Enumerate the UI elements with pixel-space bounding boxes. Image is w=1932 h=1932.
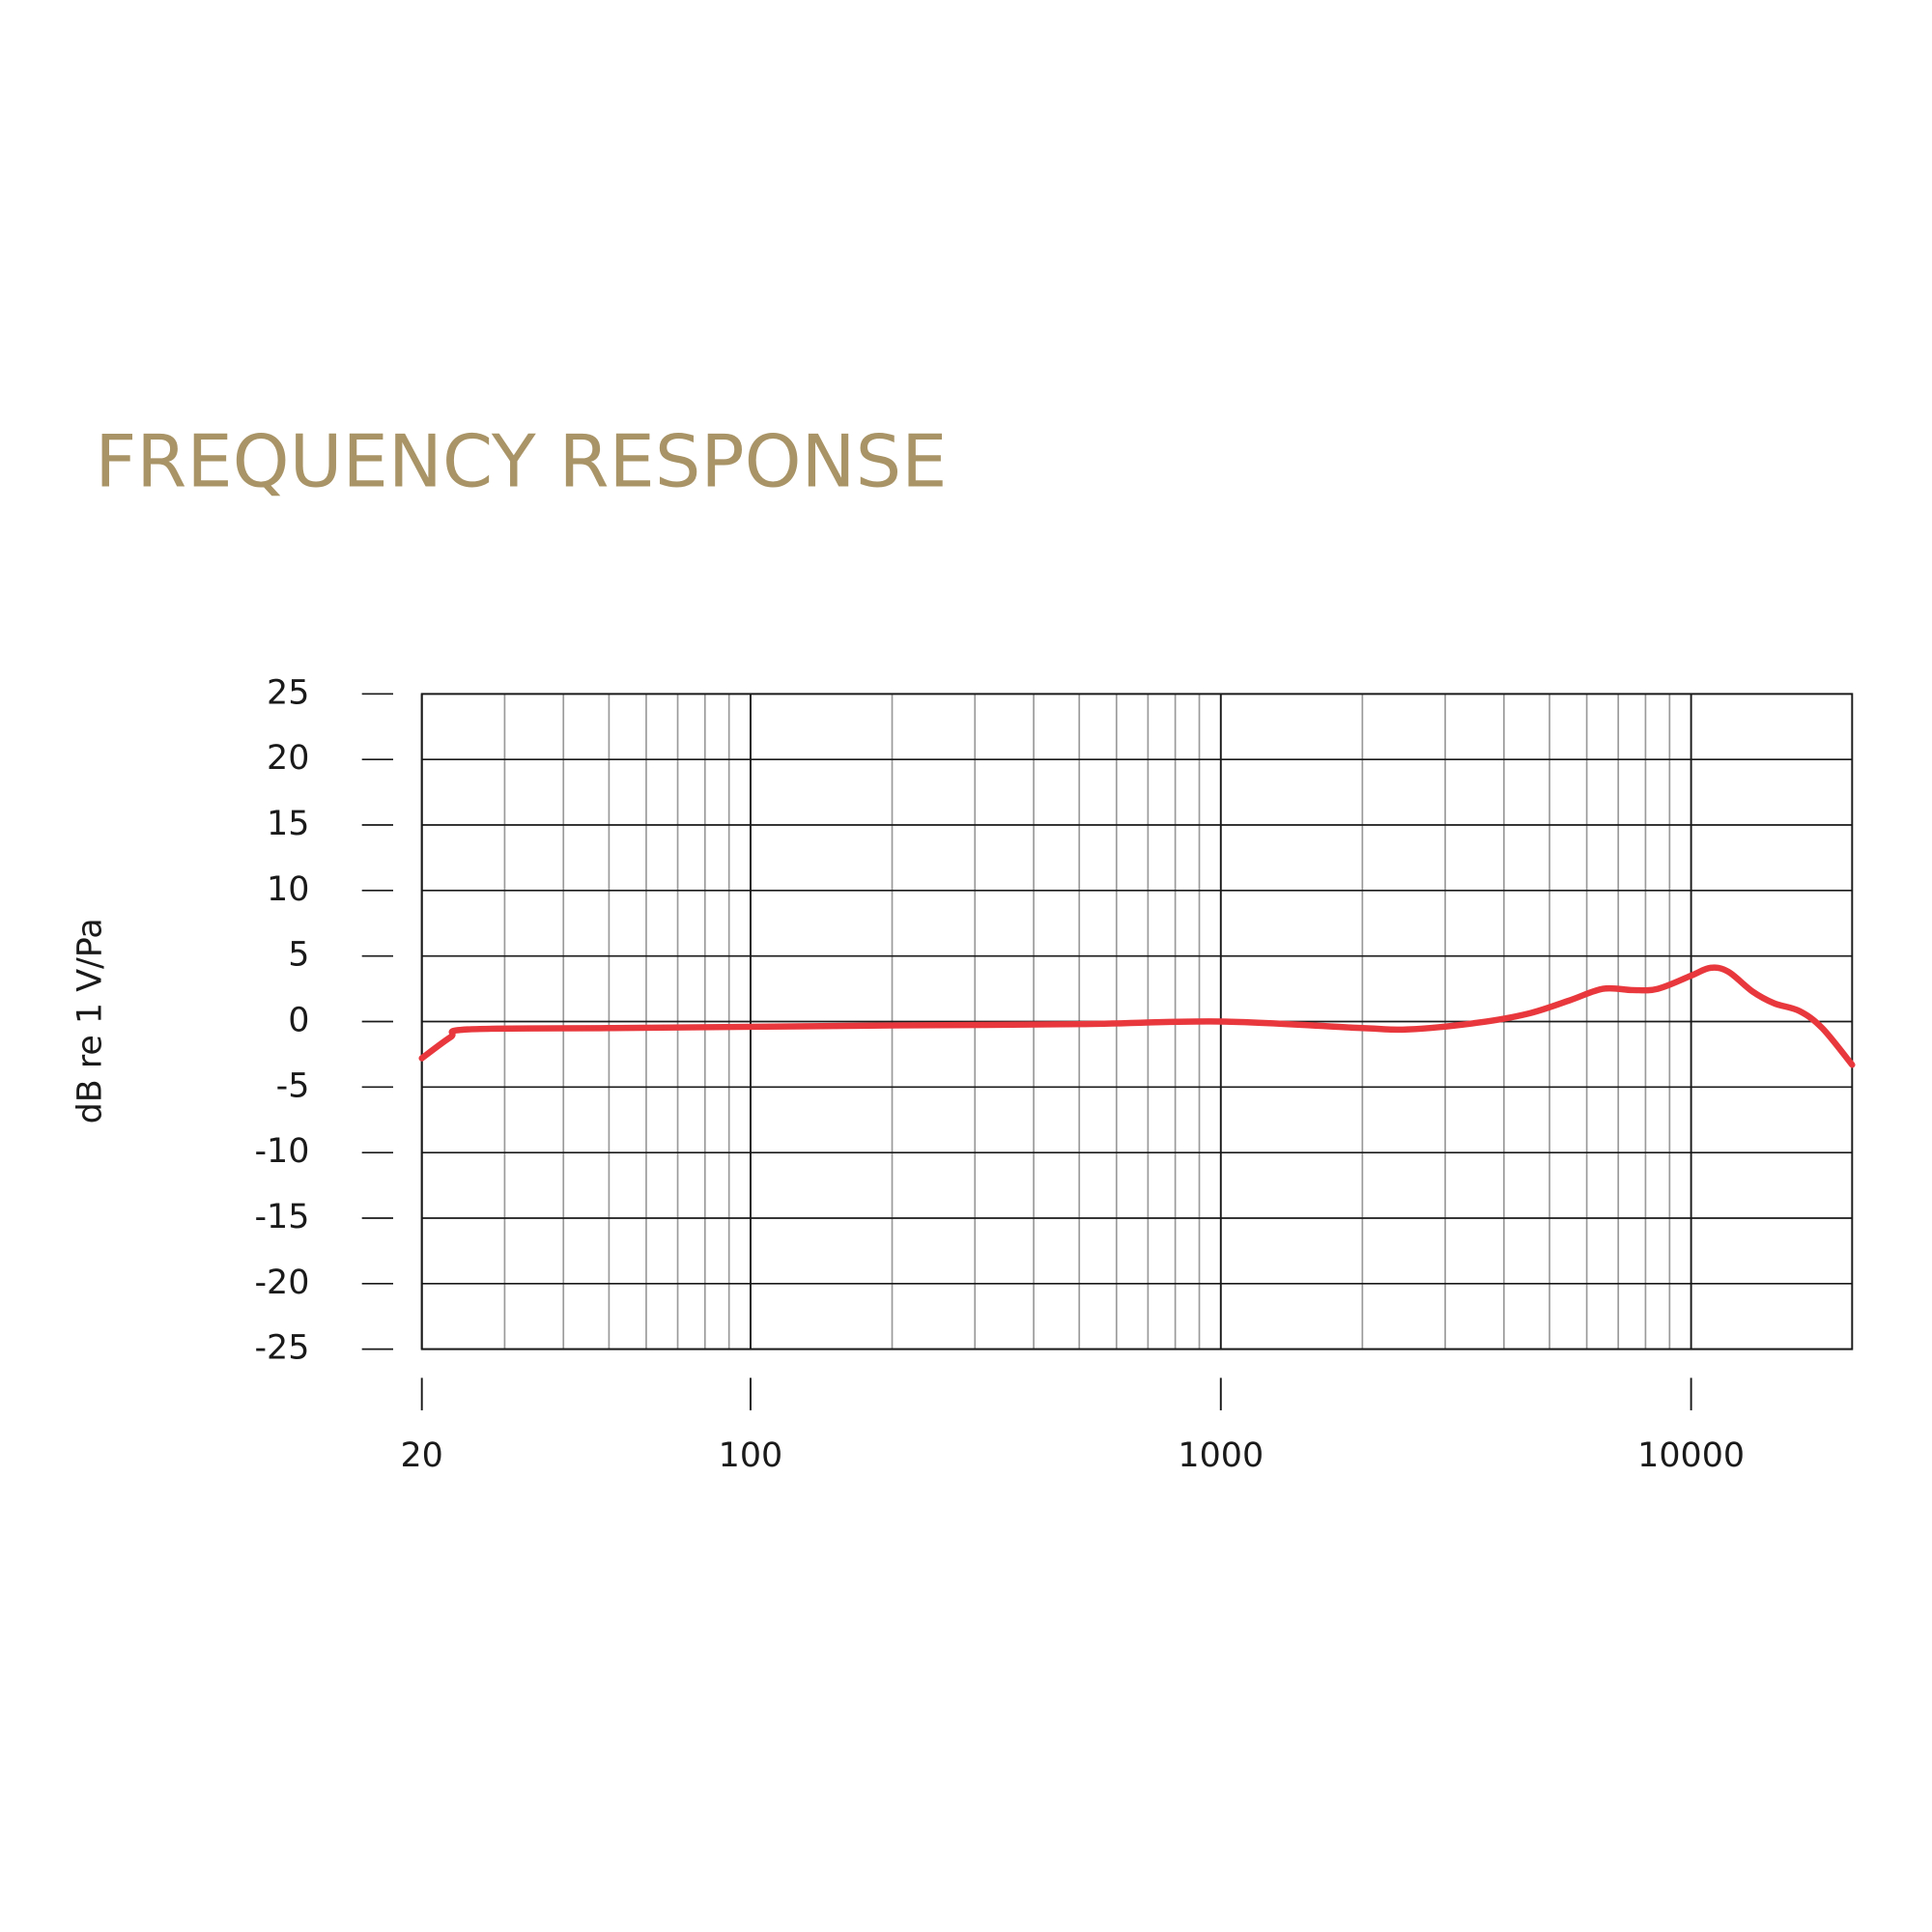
x-tick-label: 1000: [1178, 1436, 1264, 1475]
y-tick-label: -5: [276, 1066, 310, 1105]
y-tick-label: 0: [288, 1001, 309, 1039]
y-tick-label: -15: [254, 1198, 309, 1236]
x-tick-label: 10000: [1637, 1436, 1745, 1475]
x-tick-label: 100: [719, 1436, 783, 1475]
y-tick-label: 5: [288, 936, 309, 975]
y-tick-label: 15: [267, 805, 309, 843]
chart-title: FREQUENCY RESPONSE: [95, 419, 947, 504]
y-tick-label: 20: [267, 739, 309, 778]
x-tick-label: 20: [400, 1436, 442, 1475]
plot-frame: [420, 693, 1854, 1350]
y-tick-label: -20: [254, 1264, 309, 1302]
y-tick-label: 10: [267, 870, 309, 909]
response-curve: [418, 964, 1856, 1068]
y-axis-label: dB re 1 V/Pa: [71, 918, 109, 1123]
y-tick-label: -25: [254, 1329, 309, 1368]
y-tick-label: -10: [254, 1132, 309, 1171]
y-tick-label: 25: [267, 673, 309, 712]
